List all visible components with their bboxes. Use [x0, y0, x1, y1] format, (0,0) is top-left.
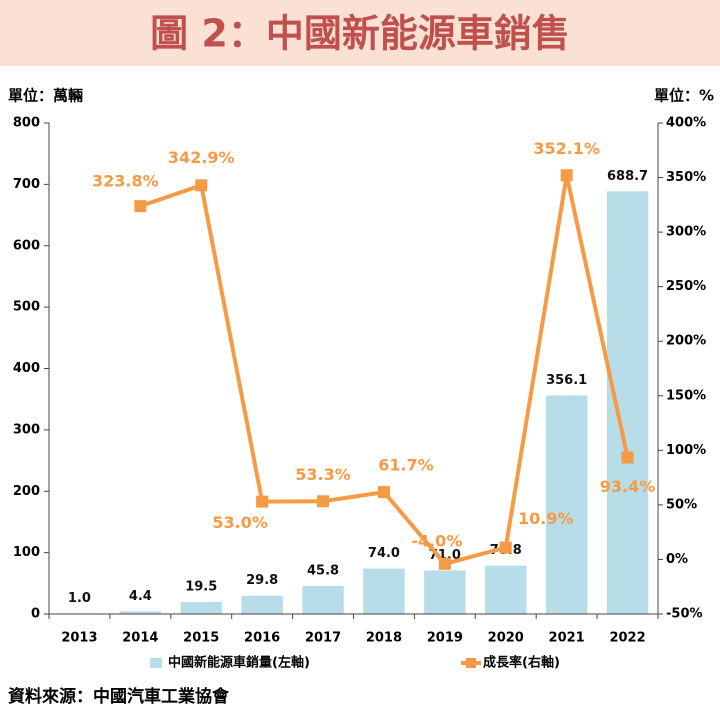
- line-value-label: -4.0%: [411, 531, 462, 550]
- line-marker: [621, 451, 634, 464]
- bar: [119, 611, 162, 614]
- y2-unit: 單位：%: [654, 87, 714, 105]
- y2-tick-label: 400%: [666, 116, 706, 131]
- line-marker: [499, 541, 512, 554]
- bar-value-label: 74.0: [368, 546, 400, 561]
- line-marker: [195, 179, 208, 192]
- x-tick-label: 2021: [549, 631, 585, 646]
- bar-value-label: 45.8: [307, 563, 339, 578]
- x-tick-label: 2019: [427, 631, 463, 646]
- y-unit: 單位：萬輛: [8, 87, 83, 105]
- line-marker: [256, 495, 269, 508]
- legend-label: 中國新能源車銷量(左軸): [168, 655, 310, 671]
- line-value-label: 352.1%: [533, 139, 600, 158]
- line-value-label: 53.3%: [295, 465, 351, 484]
- title-band: [0, 0, 720, 66]
- bar: [545, 395, 588, 614]
- source: 資料來源：中國汽車工業協會: [8, 686, 230, 707]
- bar: [485, 565, 527, 614]
- bar: [180, 602, 222, 614]
- y2-tick-label: -50%: [666, 607, 703, 622]
- y-tick-label: 300: [13, 422, 40, 437]
- y-tick-label: 100: [13, 545, 40, 560]
- bar: [606, 191, 649, 615]
- x-tick-label: 2013: [61, 631, 97, 646]
- bar-value-label: 1.0: [68, 591, 91, 606]
- bar: [424, 570, 466, 614]
- x-tick-label: 2022: [609, 631, 645, 646]
- bar-value-label: 29.8: [246, 573, 278, 588]
- line-value-label: 323.8%: [92, 172, 159, 191]
- y2-tick-label: 50%: [666, 497, 697, 512]
- y-tick-label: 0: [31, 607, 40, 622]
- bar-value-label: 4.4: [129, 589, 152, 604]
- line-marker: [134, 200, 147, 213]
- x-tick-label: 2015: [183, 631, 219, 646]
- x-tick-label: 2020: [488, 631, 524, 646]
- y-tick-label: 400: [13, 361, 40, 376]
- x-tick-label: 2018: [366, 631, 402, 646]
- x-tick-label: 2016: [244, 631, 280, 646]
- line-value-label: 10.9%: [518, 509, 574, 528]
- legend-swatch: [466, 658, 476, 668]
- y2-tick-label: 150%: [666, 388, 706, 403]
- y2-tick-label: 300%: [666, 225, 706, 240]
- line-marker: [560, 169, 573, 182]
- line-marker: [377, 486, 390, 499]
- y2-tick-label: 0%: [666, 552, 688, 567]
- line-value-label: 53.0%: [212, 513, 268, 532]
- legend-swatch: [150, 658, 162, 668]
- y-tick-label: 800: [13, 116, 40, 131]
- y2-tick-label: 200%: [666, 334, 706, 349]
- line-marker: [317, 495, 330, 508]
- bar-value-label: 19.5: [185, 580, 217, 595]
- y-tick-label: 700: [13, 177, 40, 192]
- y-tick-label: 600: [13, 238, 40, 253]
- x-tick-label: 2014: [122, 631, 158, 646]
- line-value-label: 61.7%: [378, 456, 434, 475]
- legend-label: 成長率(右軸): [483, 655, 560, 671]
- y-tick-label: 500: [13, 300, 40, 315]
- line-value-label: 93.4%: [600, 477, 656, 496]
- bar: [363, 568, 405, 614]
- bar: [241, 595, 283, 614]
- bar-value-label: 356.1: [546, 373, 587, 388]
- bar: [302, 585, 344, 614]
- bar-value-label: 688.7: [607, 169, 648, 184]
- line-marker: [438, 557, 451, 570]
- y-tick-label: 200: [13, 484, 40, 499]
- y2-tick-label: 250%: [666, 279, 706, 294]
- x-tick-label: 2017: [305, 631, 341, 646]
- y2-tick-label: 350%: [666, 170, 706, 185]
- chart-title: 圖 2：中國新能源車銷售: [150, 12, 570, 56]
- y2-tick-label: 100%: [666, 443, 706, 458]
- line-value-label: 342.9%: [168, 148, 235, 167]
